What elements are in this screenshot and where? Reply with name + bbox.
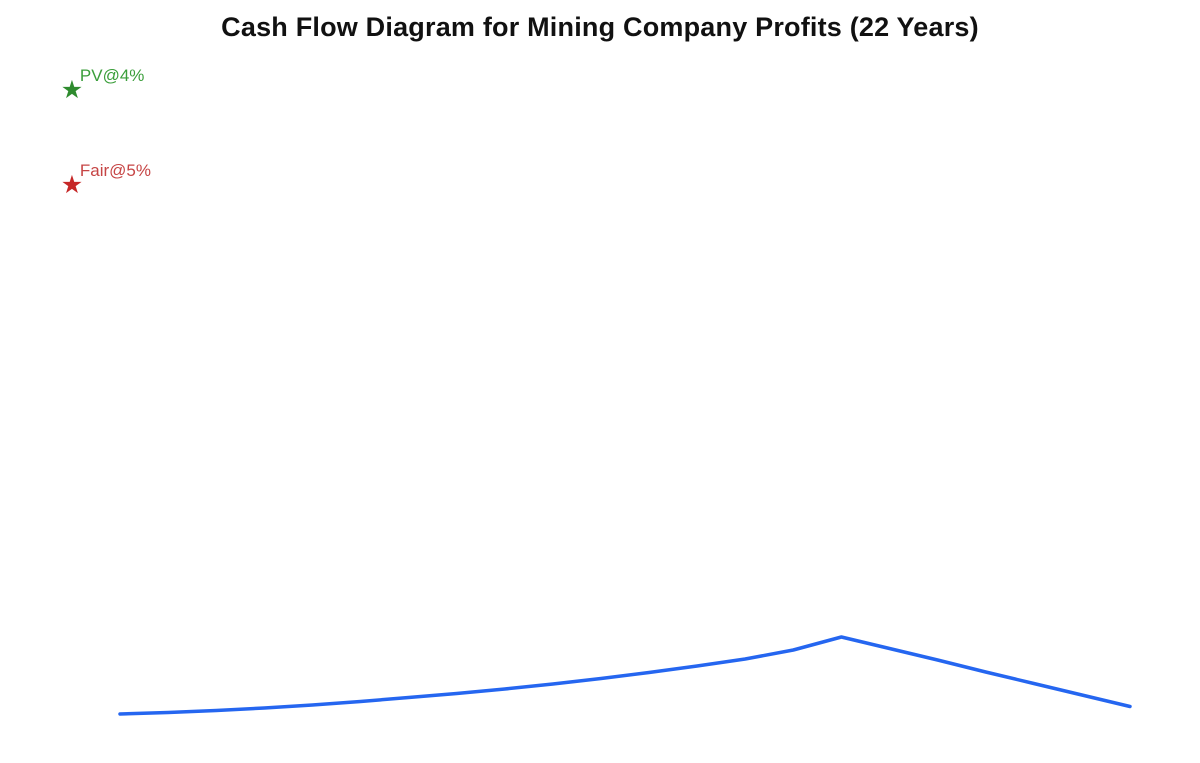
chart-title: Cash Flow Diagram for Mining Company Pro… — [221, 12, 979, 42]
star-icon: ★ — [61, 170, 83, 199]
star-icon: ★ — [61, 75, 83, 104]
fair-marker-label: Fair@5% — [80, 161, 151, 180]
pv-marker-group: ★ PV@4% — [61, 66, 145, 104]
cash-flow-line — [118, 635, 1132, 716]
pv-marker-label: PV@4% — [80, 66, 145, 85]
fair-marker-group: ★ Fair@5% — [61, 161, 151, 199]
